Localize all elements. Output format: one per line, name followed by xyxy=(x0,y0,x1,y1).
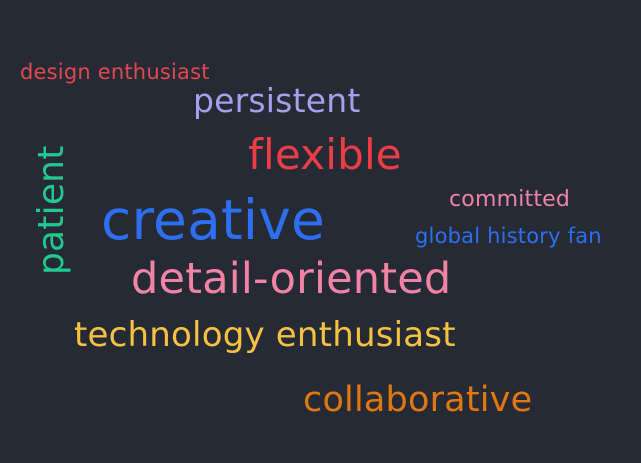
word-creative: creative xyxy=(101,188,326,252)
word-patient: patient xyxy=(31,145,72,275)
word-detail-oriented: detail-oriented xyxy=(131,254,452,304)
word-collaborative: collaborative xyxy=(303,380,533,420)
word-persistent: persistent xyxy=(193,81,361,120)
word-technology-enthusiast: technology enthusiast xyxy=(74,315,456,355)
word-flexible: flexible xyxy=(248,130,402,179)
word-design-enthusiast: design enthusiast xyxy=(20,60,210,84)
word-global-history-fan: global history fan xyxy=(415,224,602,248)
word-committed: committed xyxy=(449,187,571,212)
